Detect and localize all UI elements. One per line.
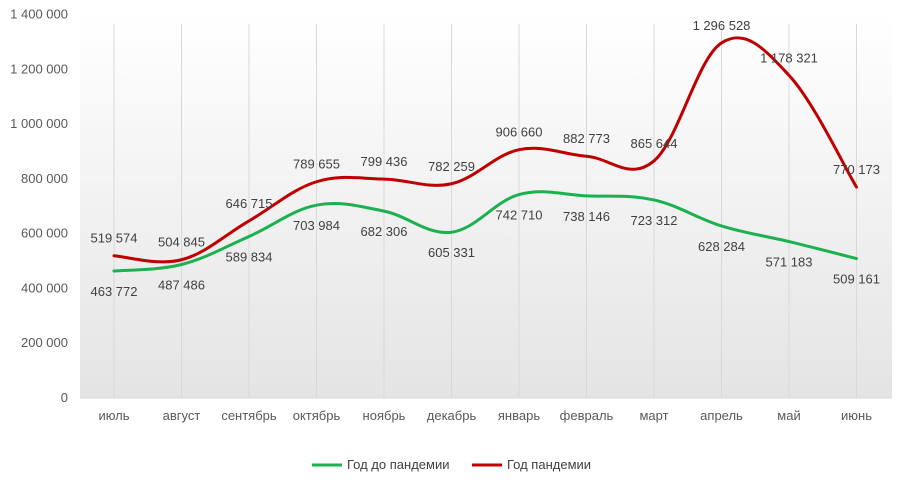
x-tick-label: август bbox=[163, 408, 201, 423]
y-axis: 0 200 000 400 000 600 000 800 000 1 000 000 1 … bbox=[10, 7, 68, 405]
data-label: 463 772 bbox=[91, 284, 138, 299]
plot-area bbox=[80, 14, 892, 398]
data-label: 1 296 528 bbox=[693, 18, 751, 33]
series-line-pre-pandemic bbox=[112, 190, 858, 273]
series-lines bbox=[112, 36, 858, 273]
x-tick-label: февраль bbox=[560, 408, 614, 423]
data-label: 628 284 bbox=[698, 239, 745, 254]
x-tick-label: апрель bbox=[700, 408, 743, 423]
legend: Год до пандемии Год пандемии bbox=[312, 457, 591, 472]
y-tick-label: 0 bbox=[61, 390, 68, 405]
data-label: 882 773 bbox=[563, 131, 610, 146]
data-label: 519 574 bbox=[91, 231, 138, 246]
data-labels: 463 772 487 486 589 834 703 984 682 306 605 3… bbox=[91, 18, 881, 299]
data-label: 682 306 bbox=[361, 224, 408, 239]
data-label: 789 655 bbox=[293, 157, 340, 172]
y-tick-label: 200 000 bbox=[21, 335, 68, 350]
data-label: 906 660 bbox=[496, 125, 543, 140]
data-label: 605 331 bbox=[428, 245, 475, 260]
x-tick-label: декабрь bbox=[427, 408, 477, 423]
y-tick-label: 600 000 bbox=[21, 226, 68, 241]
y-tick-label: 400 000 bbox=[21, 280, 68, 295]
data-label: 571 183 bbox=[766, 255, 813, 270]
x-tick-label: октябрь bbox=[293, 408, 341, 423]
series-line-pandemic bbox=[112, 36, 858, 264]
data-label: 1 178 321 bbox=[760, 50, 818, 65]
data-label: 589 834 bbox=[226, 249, 273, 264]
y-tick-label: 1 400 000 bbox=[10, 7, 68, 22]
legend-label: Год пандемии bbox=[507, 457, 591, 472]
x-tick-label: сентябрь bbox=[221, 408, 277, 423]
legend-label: Год до пандемии bbox=[347, 457, 449, 472]
x-axis: июль август сентябрь октябрь ноябрь декабрь ян… bbox=[98, 408, 872, 423]
data-label: 509 161 bbox=[833, 272, 880, 287]
data-label: 646 715 bbox=[226, 196, 273, 211]
data-label: 782 259 bbox=[428, 159, 475, 174]
data-label: 504 845 bbox=[158, 235, 205, 250]
data-label: 770 173 bbox=[833, 162, 880, 177]
x-tick-label: июль bbox=[98, 408, 129, 423]
data-label: 742 710 bbox=[496, 208, 543, 223]
y-tick-label: 1 200 000 bbox=[10, 61, 68, 76]
data-label: 738 146 bbox=[563, 209, 610, 224]
y-tick-label: 1 000 000 bbox=[10, 116, 68, 131]
data-label: 487 486 bbox=[158, 277, 205, 292]
data-label: 799 436 bbox=[361, 154, 408, 169]
x-tick-label: январь bbox=[498, 408, 540, 423]
data-label: 703 984 bbox=[293, 218, 340, 233]
x-tick-label: май bbox=[777, 408, 800, 423]
x-tick-label: март bbox=[639, 408, 668, 423]
x-tick-label: ноябрь bbox=[363, 408, 406, 423]
data-label: 723 312 bbox=[631, 213, 678, 228]
x-tick-label: июнь bbox=[841, 408, 872, 423]
data-label: 865 644 bbox=[631, 136, 678, 151]
y-tick-label: 800 000 bbox=[21, 171, 68, 186]
